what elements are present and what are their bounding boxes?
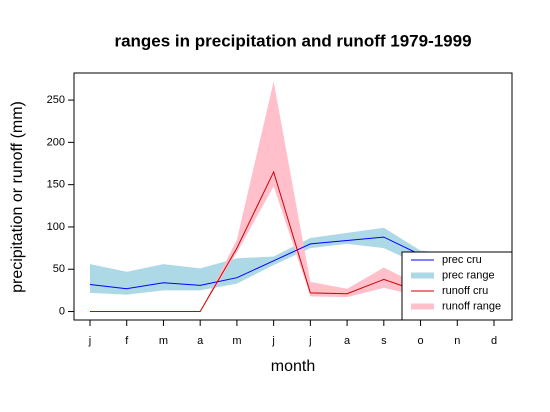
legend: prec cru prec range runoff cru runoff range bbox=[401, 251, 513, 321]
x-tick-label: j bbox=[271, 335, 274, 347]
x-tick-label: n bbox=[454, 335, 460, 347]
y-tick-label: 100 bbox=[47, 221, 65, 233]
y-tick-label: 50 bbox=[53, 263, 65, 275]
chart-title: ranges in precipitation and runoff 1979-… bbox=[114, 31, 471, 50]
x-tick-label: f bbox=[125, 335, 129, 347]
y-tick-label: 150 bbox=[47, 179, 65, 191]
y-axis-label: precipitation or runoff (mm) bbox=[9, 101, 26, 293]
legend-label: prec cru bbox=[442, 254, 482, 266]
y-tick-label: 250 bbox=[47, 94, 65, 106]
x-tick-label: s bbox=[381, 335, 387, 347]
plot-frame bbox=[73, 72, 513, 321]
y-tick-label: 0 bbox=[59, 305, 65, 317]
legend-label: runoff range bbox=[442, 300, 501, 312]
range-band bbox=[90, 81, 494, 312]
x-tick-label: m bbox=[232, 335, 241, 347]
x-tick-label: a bbox=[197, 335, 204, 347]
x-axis-label: month bbox=[271, 358, 315, 375]
x-tick-label: d bbox=[491, 335, 497, 347]
range-band bbox=[90, 227, 494, 295]
legend-label: runoff cru bbox=[442, 285, 488, 297]
x-tick-label: a bbox=[344, 335, 351, 347]
x-tick-label: m bbox=[159, 335, 168, 347]
x-tick-label: o bbox=[417, 335, 423, 347]
x-tick-label: j bbox=[308, 335, 311, 347]
legend-label: prec range bbox=[442, 269, 495, 281]
y-tick-label: 200 bbox=[47, 136, 65, 148]
x-tick-label: j bbox=[88, 335, 91, 347]
